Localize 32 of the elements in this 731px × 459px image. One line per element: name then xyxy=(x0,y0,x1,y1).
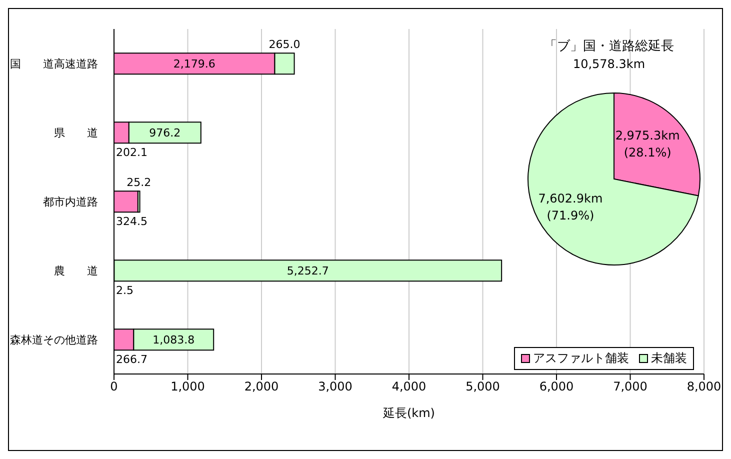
data-label: 7,602.9km (71.9%) xyxy=(538,192,603,223)
y-tick-label: 国 道高速道路 xyxy=(10,58,98,70)
chart-title: 「ブ」国・道路総延長 xyxy=(543,38,675,55)
data-label: 266.7 xyxy=(116,353,148,366)
pie-slice xyxy=(528,92,699,266)
x-tick-label: 4,000 xyxy=(392,380,426,394)
data-label: 2.5 xyxy=(116,284,134,298)
x-axis-title: 延長(km) xyxy=(382,406,436,420)
data-label: 5,252.7 xyxy=(286,264,329,278)
y-tick-label: 農 道 xyxy=(54,264,98,278)
data-label: 2,975.3km (28.1%) xyxy=(615,128,680,160)
y-tick-label: 森林道その他道路 xyxy=(10,334,98,346)
x-tick-label: 5,000 xyxy=(466,380,500,394)
x-tick-label: 1,000 xyxy=(170,380,205,394)
data-label: 25.2 xyxy=(126,176,152,190)
x-tick-label: 8,000 xyxy=(686,380,722,394)
data-label: 1,083.8 xyxy=(152,334,195,347)
y-tick-label: 都市内道路 xyxy=(43,196,98,208)
x-tick-label: 0 xyxy=(110,380,118,394)
data-label: 976.2 xyxy=(149,126,181,140)
chart-subtitle: 10,578.3km xyxy=(572,57,646,71)
x-tick-label: 3,000 xyxy=(318,380,352,394)
data-label: 324.5 xyxy=(116,215,148,228)
legend-label: 未舗装 xyxy=(650,350,687,367)
x-tick-label: 6,000 xyxy=(539,380,574,394)
y-tick-label: 県 道 xyxy=(54,126,98,140)
legend-label: アスファルト舗装 xyxy=(532,350,629,367)
data-label: 2,179.6 xyxy=(173,58,216,71)
x-tick-label: 7,000 xyxy=(613,380,648,394)
data-label: 265.0 xyxy=(268,38,300,52)
data-label: 202.1 xyxy=(116,146,148,160)
x-tick-label: 2,000 xyxy=(244,380,279,394)
